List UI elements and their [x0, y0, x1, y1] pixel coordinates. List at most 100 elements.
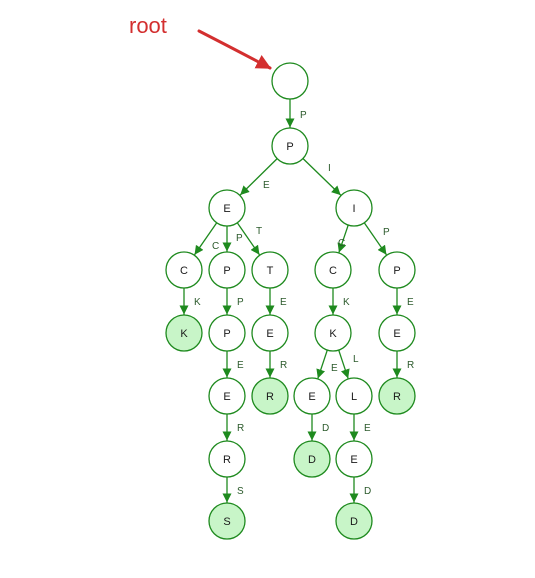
edge-label: E [237, 360, 244, 371]
trie-node-terminal: D [293, 440, 331, 478]
nodes-layer: P E I C P T C P K P E K E E R E L R R D E S D [165, 62, 416, 540]
edge-label: T [256, 226, 262, 237]
node-circle [208, 440, 246, 478]
edge-label: D [364, 486, 371, 497]
node-circle [378, 377, 416, 415]
edge-label: P [383, 227, 390, 238]
node-label: K [329, 328, 337, 340]
node-circle [208, 502, 246, 540]
node-label: P [223, 328, 230, 340]
trie-node: P [271, 127, 309, 165]
node-label: R [393, 391, 401, 403]
node-circle [335, 189, 373, 227]
edge-label: E [364, 423, 371, 434]
edge-label: I [328, 163, 331, 174]
trie-edge [338, 349, 350, 379]
trie-node: I [335, 189, 373, 227]
node-label: D [350, 516, 358, 528]
root-annotation-label: root [129, 13, 167, 38]
node-label: E [393, 328, 400, 340]
trie-node-terminal: K [165, 314, 203, 352]
trie-node: P [208, 314, 246, 352]
node-label: R [223, 454, 231, 466]
edge-label: K [343, 297, 350, 308]
node-circle [271, 127, 309, 165]
trie-node: E [208, 377, 246, 415]
node-circle [271, 62, 309, 100]
edge-label: E [263, 180, 270, 191]
trie-node: E [251, 314, 289, 352]
trie-node-terminal: R [378, 377, 416, 415]
node-circle [208, 314, 246, 352]
edge-label: L [353, 354, 359, 365]
trie-edge [363, 222, 387, 256]
node-circle [251, 314, 289, 352]
trie-edge [239, 158, 278, 196]
node-label: I [352, 203, 355, 215]
node-label: T [267, 265, 274, 277]
trie-node: C [165, 251, 203, 289]
edge-label: S [237, 486, 244, 497]
edge-label: R [280, 360, 287, 371]
trie-node: E [208, 189, 246, 227]
trie-node-terminal: S [208, 502, 246, 540]
node-circle [335, 377, 373, 415]
trie-edge [337, 224, 349, 253]
trie-node: K [314, 314, 352, 352]
node-circle [165, 314, 203, 352]
trie-node-terminal: D [335, 502, 373, 540]
node-circle [293, 440, 331, 478]
trie-edge [302, 158, 342, 196]
node-circle [293, 377, 331, 415]
trie-edge [194, 222, 218, 256]
edge-label: C [338, 238, 345, 249]
trie-node: P [378, 251, 416, 289]
node-circle [208, 251, 246, 289]
root-annotation-arrow [197, 29, 272, 70]
trie-edge [316, 349, 328, 379]
edges-layer: P E I C P T C P K P E K E E R E L R R D E S D [179, 99, 414, 503]
trie-node: E [378, 314, 416, 352]
edge-label: P [236, 233, 243, 244]
node-label: E [266, 328, 273, 340]
trie-node: E [335, 440, 373, 478]
edge-label: E [407, 297, 414, 308]
trie-node: P [208, 251, 246, 289]
node-label: P [223, 265, 230, 277]
node-label: E [223, 203, 230, 215]
trie-edge [236, 222, 260, 256]
node-circle [165, 251, 203, 289]
node-label: C [329, 265, 337, 277]
trie-node: T [251, 251, 289, 289]
node-circle [251, 377, 289, 415]
trie-node: C [314, 251, 352, 289]
trie-node: R [208, 440, 246, 478]
node-label: K [180, 328, 188, 340]
trie-node: E [293, 377, 331, 415]
edge-label: E [280, 297, 287, 308]
node-label: E [223, 391, 230, 403]
node-label: P [286, 141, 293, 153]
node-circle [378, 314, 416, 352]
node-circle [251, 251, 289, 289]
edge-label: P [237, 297, 244, 308]
node-label: L [351, 391, 357, 403]
trie-node-terminal: R [251, 377, 289, 415]
node-label: P [393, 265, 400, 277]
edge-label: D [322, 423, 329, 434]
node-circle [208, 189, 246, 227]
edge-label: P [300, 110, 307, 121]
node-circle [335, 440, 373, 478]
node-label: E [350, 454, 357, 466]
node-label: R [266, 391, 274, 403]
edge-label: R [407, 360, 414, 371]
node-label: S [223, 516, 230, 528]
node-circle [314, 251, 352, 289]
edge-label: C [212, 241, 219, 252]
node-circle [314, 314, 352, 352]
node-circle [378, 251, 416, 289]
node-circle [208, 377, 246, 415]
node-label: D [308, 454, 316, 466]
node-label: E [308, 391, 315, 403]
edge-label: E [331, 363, 338, 374]
